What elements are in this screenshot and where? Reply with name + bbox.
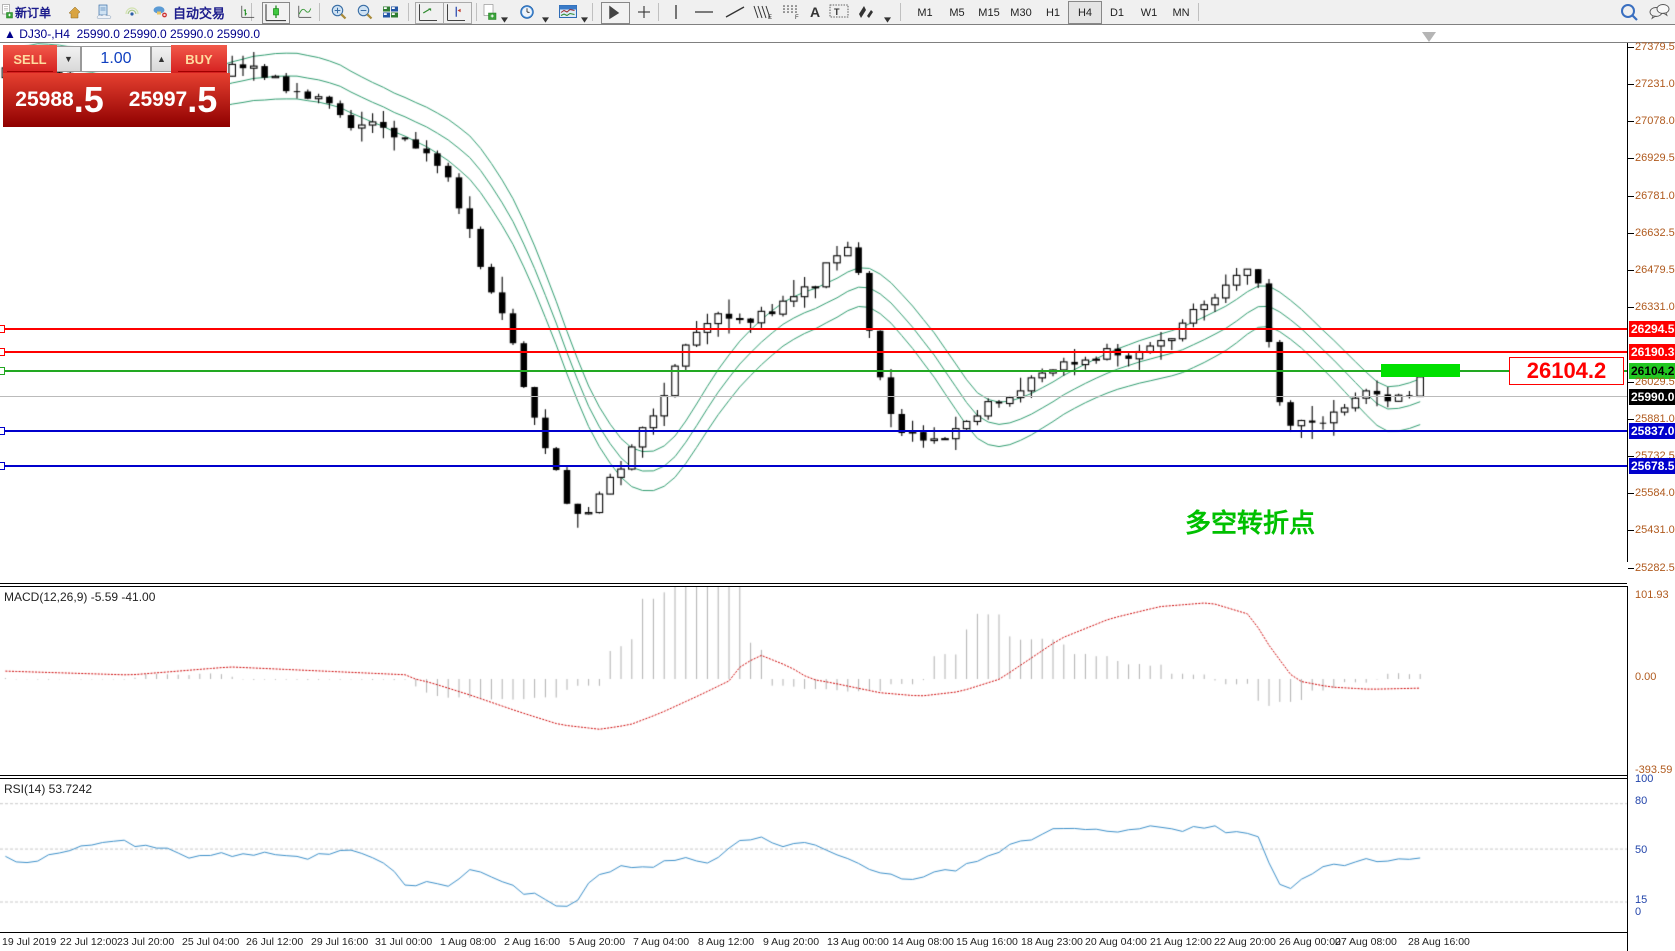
svg-text:E: E <box>768 15 772 21</box>
svg-text:F: F <box>795 15 799 21</box>
svg-text:T: T <box>834 7 840 17</box>
